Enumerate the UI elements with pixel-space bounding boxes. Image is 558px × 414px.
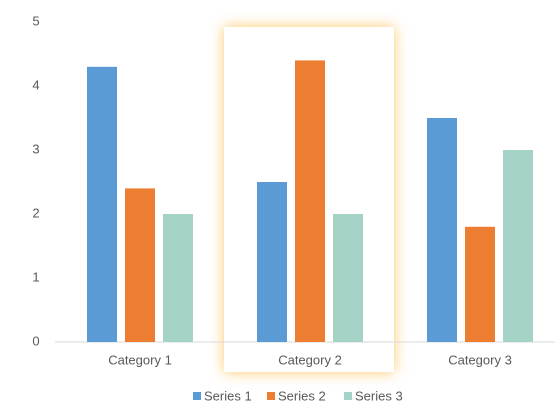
legend-swatch <box>267 392 275 400</box>
y-tick-label: 3 <box>32 141 39 156</box>
bar <box>465 226 495 342</box>
legend-swatch <box>193 392 201 400</box>
bar <box>503 150 533 342</box>
y-tick-label: 2 <box>32 205 39 220</box>
y-tick-label: 0 <box>32 333 39 348</box>
y-tick-label: 5 <box>32 13 39 28</box>
y-tick-label: 4 <box>32 77 39 92</box>
legend-label: Series 3 <box>355 388 403 403</box>
bar <box>295 60 325 343</box>
bar <box>257 182 287 342</box>
legend-label: Series 1 <box>204 388 252 403</box>
bar <box>87 66 117 343</box>
legend-swatch <box>344 392 352 400</box>
bar <box>163 214 193 342</box>
x-tick-label: Category 3 <box>448 352 512 367</box>
x-tick-label: Category 1 <box>108 352 172 367</box>
y-tick-label: 1 <box>32 269 39 284</box>
legend-label: Series 2 <box>278 388 326 403</box>
bar <box>125 188 155 342</box>
bar <box>427 118 457 342</box>
bar <box>333 214 363 342</box>
x-tick-label: Category 2 <box>278 352 342 367</box>
